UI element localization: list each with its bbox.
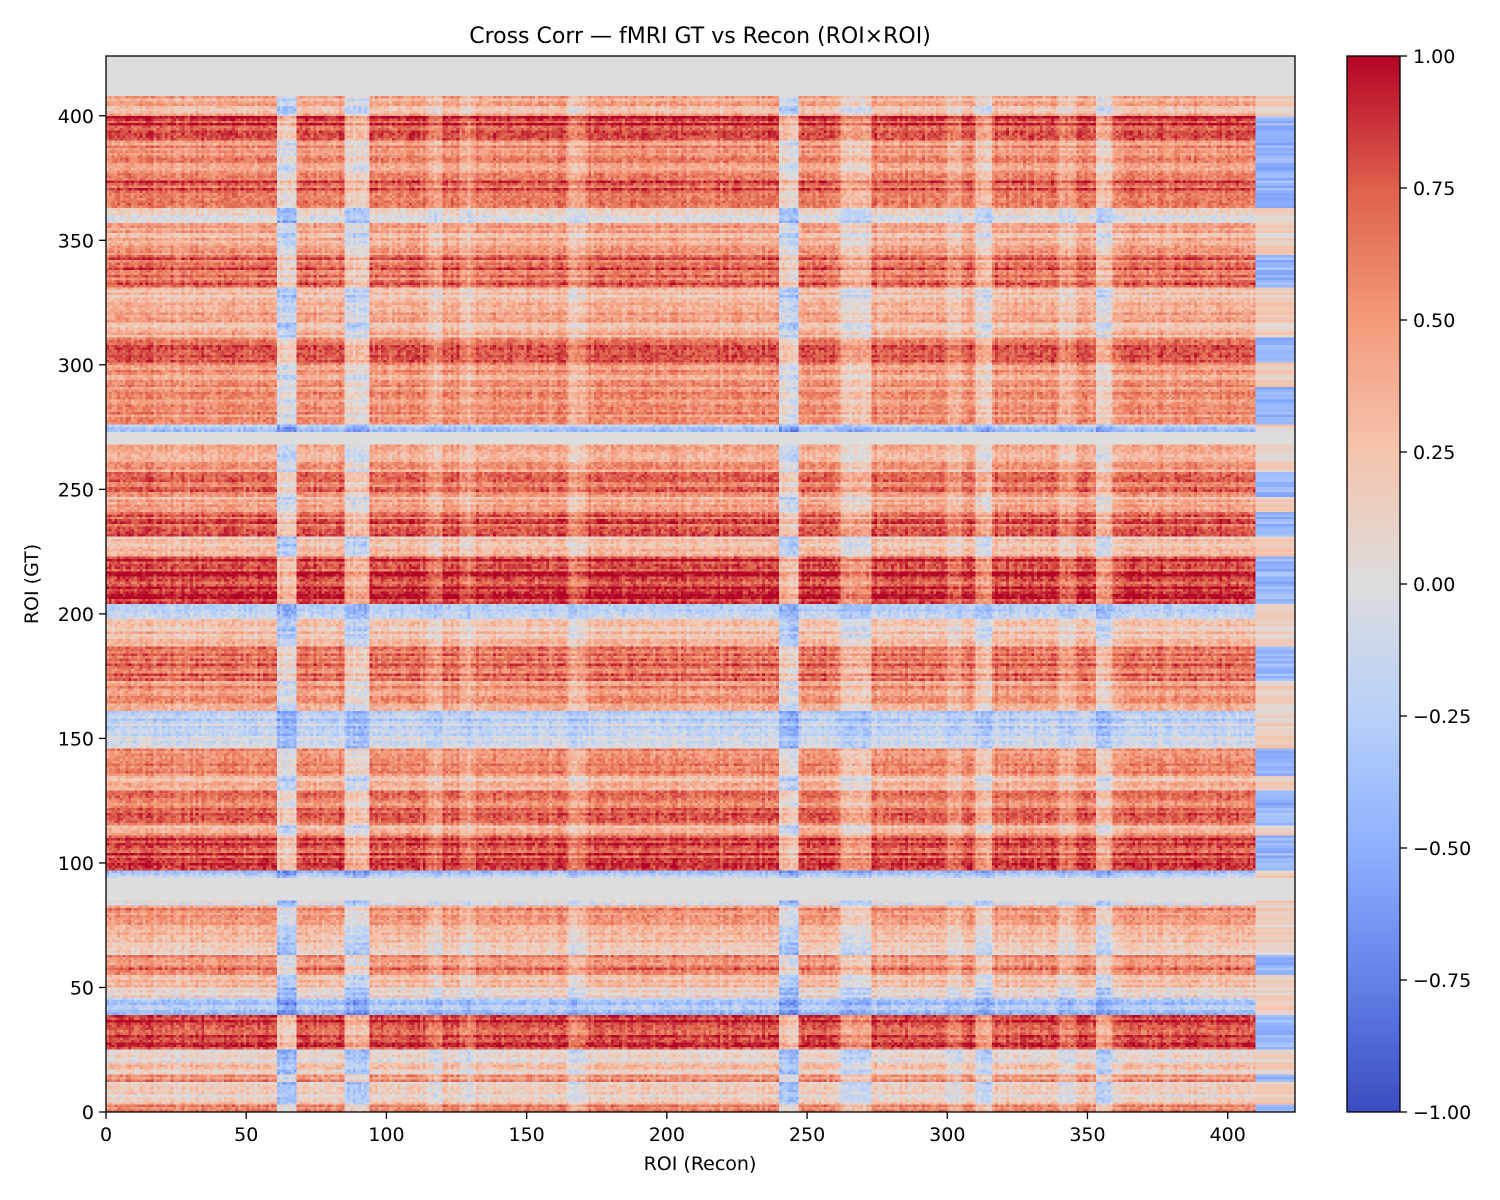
x-tick-label: 200 bbox=[649, 1124, 685, 1146]
y-tick-label: 50 bbox=[70, 977, 94, 999]
y-tick-label: 150 bbox=[58, 728, 94, 750]
x-tick-label: 0 bbox=[100, 1124, 112, 1146]
colorbar-tick-label: −0.50 bbox=[1413, 838, 1471, 860]
x-axis-label: ROI (Recon) bbox=[644, 1153, 757, 1175]
y-tick-label: 200 bbox=[58, 604, 94, 626]
colorbar-tick-label: −1.00 bbox=[1413, 1102, 1471, 1124]
x-tick-label: 300 bbox=[929, 1124, 965, 1146]
colorbar: 1.00 0.75 0.50 0.25 0.00 −0.25 −0.50 −0.75 −1.00 bbox=[1346, 46, 1471, 1124]
x-tick-label: 350 bbox=[1069, 1124, 1105, 1146]
colorbar-tick-label: 0.75 bbox=[1413, 178, 1455, 200]
x-tick-label: 100 bbox=[368, 1124, 404, 1146]
y-tick-label: 400 bbox=[58, 106, 94, 128]
colorbar-tick-label: −0.25 bbox=[1413, 706, 1471, 728]
colorbar-tick-label: 0.50 bbox=[1413, 310, 1455, 332]
y-tick-label: 0 bbox=[82, 1102, 94, 1124]
colorbar-tick-label: 0.25 bbox=[1413, 442, 1455, 464]
colorbar-gradient bbox=[1347, 56, 1400, 1112]
heatmap-cells bbox=[106, 56, 1295, 1112]
colorbar-tick-label: 0.00 bbox=[1413, 574, 1455, 596]
x-tick-label: 250 bbox=[789, 1124, 825, 1146]
plot-area bbox=[105, 55, 1296, 1113]
y-axis: 0 50 100 150 200 250 300 350 400 bbox=[58, 106, 106, 1124]
y-tick-label: 350 bbox=[58, 230, 94, 252]
colorbar-ticks: 1.00 0.75 0.50 0.25 0.00 −0.25 −0.50 −0.75 −1.00 bbox=[1400, 46, 1471, 1124]
colorbar-tick-label: 1.00 bbox=[1413, 46, 1455, 68]
chart-title: Cross Corr — fMRI GT vs Recon (ROI×ROI) bbox=[469, 24, 931, 49]
y-tick-label: 300 bbox=[58, 355, 94, 377]
x-tick-label: 150 bbox=[509, 1124, 545, 1146]
y-axis-label: ROI (GT) bbox=[21, 544, 43, 624]
y-tick-label: 250 bbox=[58, 479, 94, 501]
colorbar-tick-label: −0.75 bbox=[1413, 970, 1471, 992]
x-axis: 0 50 100 150 200 250 300 350 400 bbox=[100, 1112, 1246, 1146]
plot-frame bbox=[105, 55, 1296, 1113]
x-tick-label: 400 bbox=[1210, 1124, 1246, 1146]
x-tick-label: 50 bbox=[234, 1124, 258, 1146]
y-tick-label: 100 bbox=[58, 853, 94, 875]
